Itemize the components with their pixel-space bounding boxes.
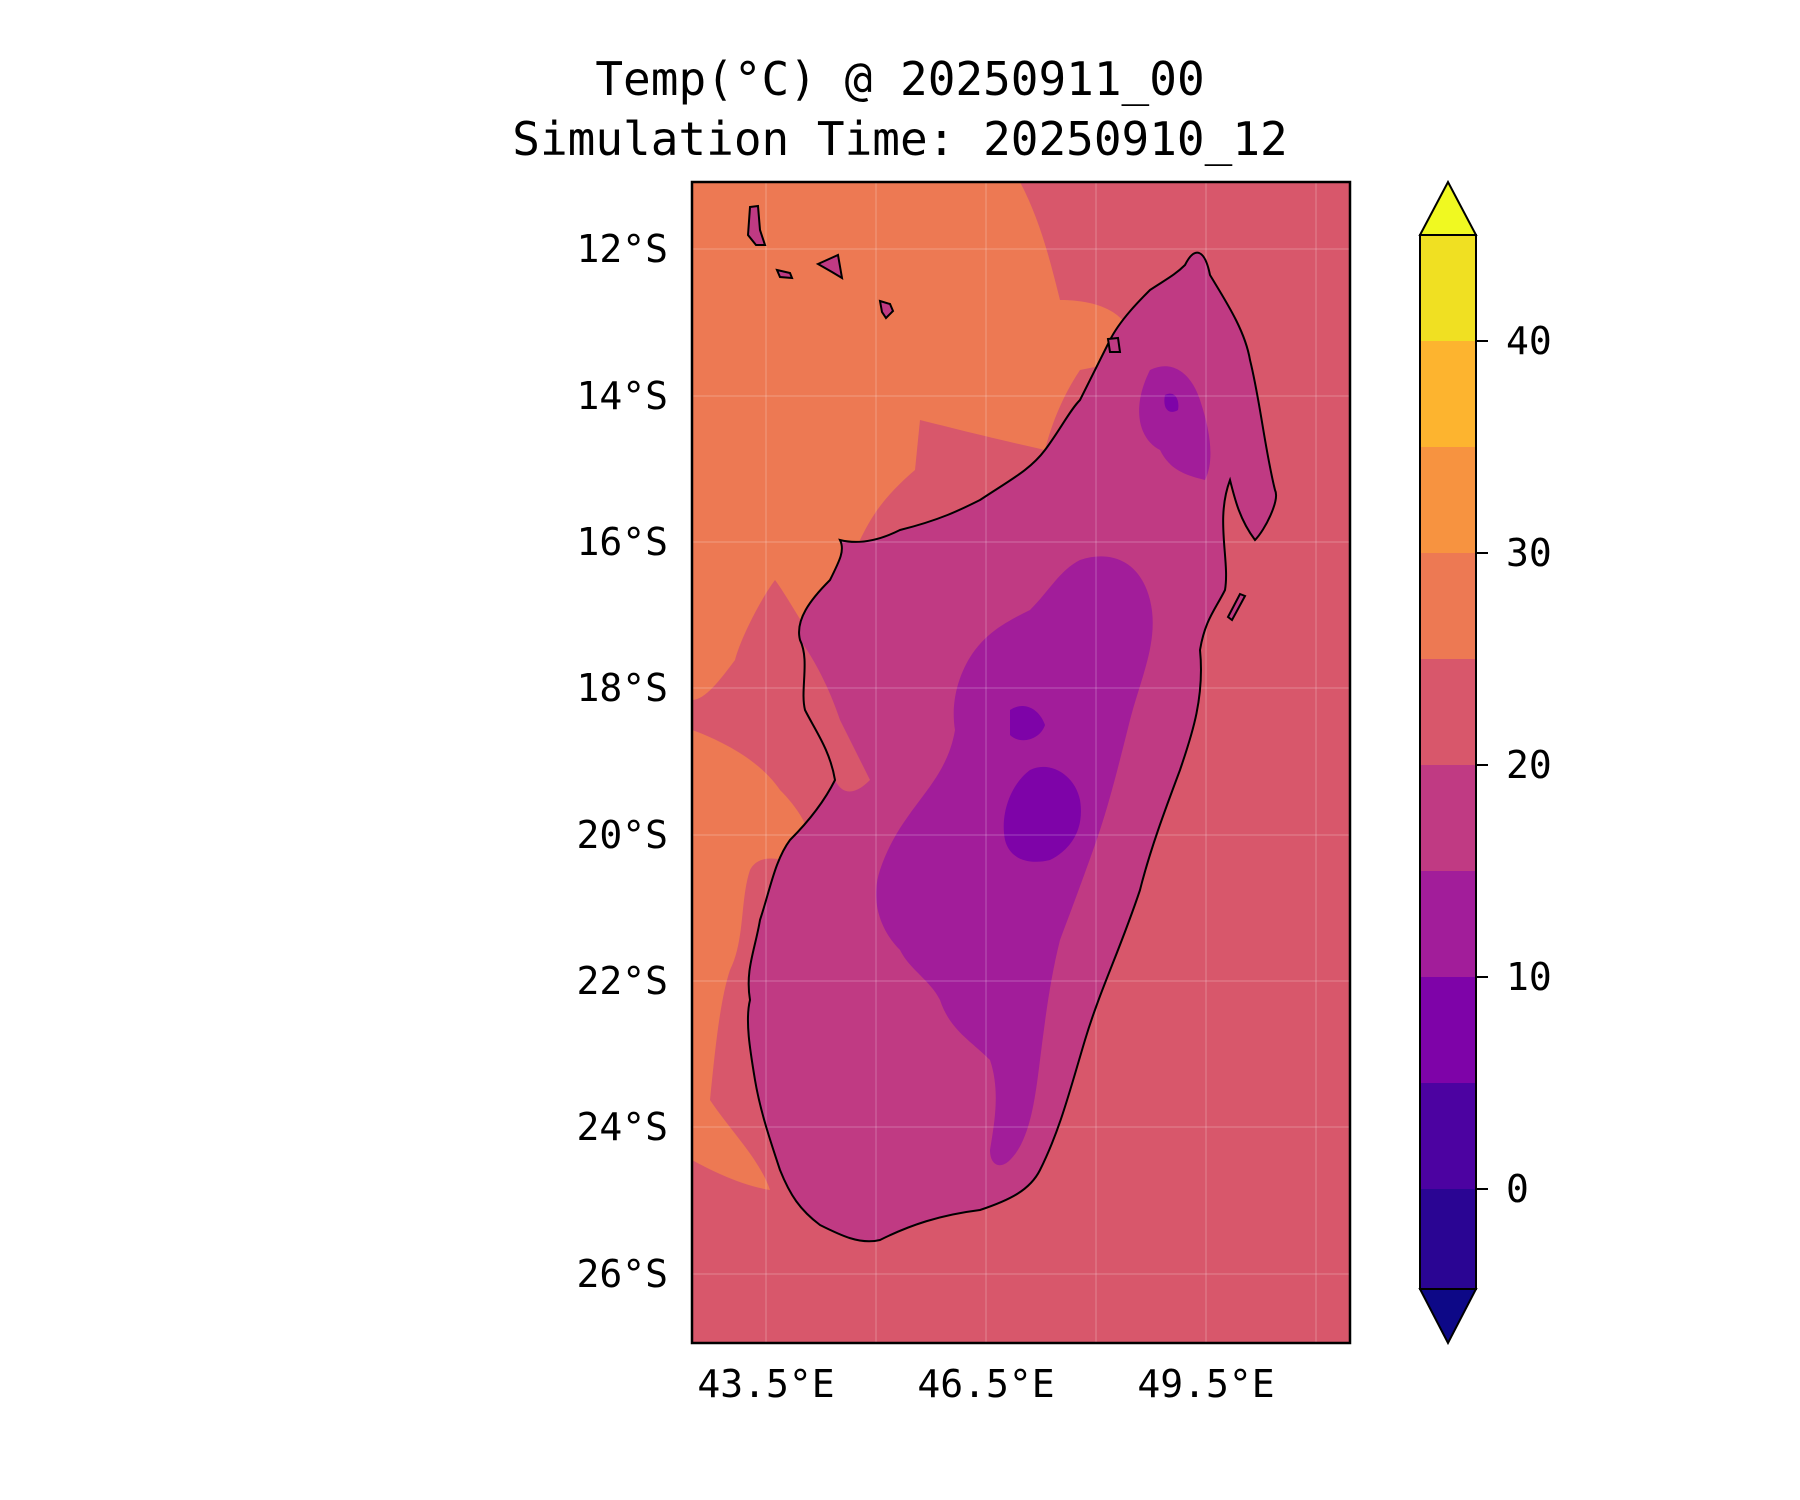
colorbar-tick: 40 [1506,319,1552,363]
colorbar: 40 30 20 10 0 [1418,179,1552,1346]
lat-tick: 14°S [576,374,668,418]
map-title-line1: Temp(°C) @ 20250911_00 [595,52,1205,106]
lon-tick: 49.5°E [1137,1362,1274,1406]
island-sainte-marie [1226,592,1247,622]
map-title-line2: Simulation Time: 20250910_12 [512,112,1288,166]
colorbar-bin [1420,871,1476,977]
map-frame [690,180,1352,1345]
colorbar-bin [1420,553,1476,659]
colorbar-extend-max [1418,179,1478,236]
island-nosy-be [1106,336,1122,353]
colorbar-tick: 0 [1506,1167,1529,1211]
map-panel [692,182,1350,1343]
colorbar-tick: 20 [1506,743,1552,787]
colorbar-bin [1420,659,1476,765]
colorbar-bin [1420,765,1476,871]
lon-tick: 46.5°E [917,1362,1054,1406]
island-moheli [775,268,794,280]
land-10-15 [876,366,1211,1166]
island-anjouan [815,253,844,280]
colorbar-bin [1420,1189,1476,1289]
warm-water-region [692,182,1133,700]
island-grande-comore [746,204,767,246]
colorbar-bin [1420,977,1476,1083]
graticule [692,182,1350,1343]
colorbar-frame [1419,234,1477,1290]
lat-ticks: 12°S 14°S 16°S 18°S 20°S 22°S 24°S 26°S [576,227,668,1296]
colorbar-extend-min [1418,1288,1478,1346]
land-5-10 [1003,393,1179,862]
colorbar-bin [1420,341,1476,447]
lat-tick: 20°S [576,813,668,857]
colorbar-bin [1420,1083,1476,1189]
lat-tick: 12°S [576,227,668,271]
colorbar-bin [1420,447,1476,553]
lat-tick: 18°S [576,666,668,710]
madagascar-coastline [746,251,1277,1243]
lon-tick: 43.5°E [697,1362,834,1406]
land-20-25-coastal [800,640,870,792]
lat-tick: 26°S [576,1252,668,1296]
warm-water-region-south [692,730,813,1190]
colorbar-tick: 30 [1506,531,1552,575]
colorbar-bin [1420,235,1476,341]
island-mayotte [878,299,895,320]
colorbar-tick: 10 [1506,955,1552,999]
lat-tick: 16°S [576,520,668,564]
lat-tick: 22°S [576,959,668,1003]
lon-ticks: 43.5°E 46.5°E 49.5°E [697,1362,1274,1406]
lat-tick: 24°S [576,1105,668,1149]
